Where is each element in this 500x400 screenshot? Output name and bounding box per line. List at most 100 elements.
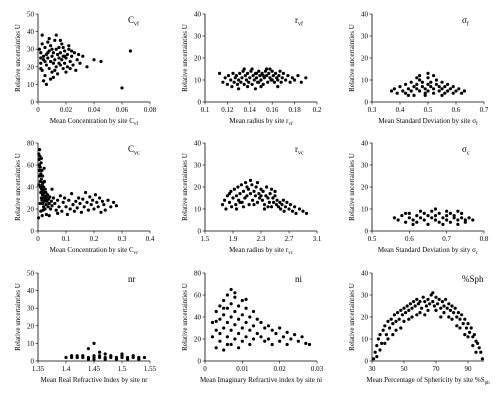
data-point [433, 207, 438, 211]
scatter-panel-7: 1.35 1.4 1.45 1.5 1.55 0 10 20 30 40 50 nr Mean Real… [14, 270, 157, 385]
data-point [296, 339, 300, 343]
data-point [474, 350, 478, 354]
data-point [281, 335, 285, 339]
data-point [63, 54, 67, 58]
y-axis-label: Relative uncertainties U [348, 283, 356, 351]
data-point [42, 166, 46, 170]
data-point [440, 80, 444, 84]
data-point [434, 295, 438, 299]
data-point [214, 319, 218, 323]
data-point [251, 198, 255, 202]
data-point [63, 196, 67, 200]
data-point [261, 189, 265, 193]
data-point [142, 355, 146, 360]
data-point [424, 304, 428, 308]
data-point [39, 161, 43, 165]
data-point [250, 183, 254, 187]
data-point [290, 209, 295, 213]
y-axis-label: Relative uncertainties U [348, 24, 356, 92]
y-tick-label: 40 [361, 270, 369, 278]
data-point [49, 77, 53, 81]
data-point [43, 59, 47, 64]
data-point [60, 42, 64, 46]
data-point [39, 172, 43, 176]
data-point [36, 216, 41, 220]
data-point [277, 74, 281, 78]
x-tick-label: 0 [36, 106, 40, 114]
y-tick-label: 40 [361, 11, 369, 19]
y-axis-label: Relative uncertainties U [14, 283, 22, 351]
data-point [469, 326, 473, 330]
data-point [282, 209, 286, 213]
data-point [40, 174, 45, 178]
y-axis-label: Relative uncertainties U [181, 153, 189, 221]
data-point [70, 192, 74, 196]
data-point [235, 82, 240, 86]
data-point [89, 203, 93, 207]
panel-title: rvf [295, 15, 303, 28]
data-point [460, 211, 464, 215]
data-point [407, 317, 411, 321]
data-point [267, 71, 271, 75]
data-point [41, 208, 45, 212]
panel-title-main: ni [295, 274, 303, 284]
data-point [463, 220, 467, 224]
data-point [433, 214, 438, 218]
data-point [245, 85, 250, 89]
data-point [39, 61, 43, 65]
data-point [412, 93, 416, 97]
x-tick-label: 0.04 [88, 106, 101, 114]
y-tick-label: 20 [194, 184, 202, 192]
data-point [263, 326, 267, 330]
data-point [229, 78, 233, 82]
data-point [252, 78, 256, 82]
x-axis-label-main: Mean Concentration by site C [50, 117, 134, 125]
data-point [49, 207, 53, 211]
data-point [294, 211, 298, 215]
data-point [226, 74, 231, 78]
data-point [445, 306, 449, 310]
data-point [423, 91, 427, 95]
x-tick-label: 2.3 [257, 235, 266, 243]
x-tick-label: 0.4 [146, 235, 155, 243]
data-point [423, 313, 427, 317]
data-point [239, 183, 243, 187]
data-point [68, 59, 72, 64]
data-point [58, 51, 63, 55]
x-axis-label-main: Mean Standard Deviation by site σ [378, 117, 476, 125]
data-point [252, 189, 256, 193]
data-point [109, 354, 113, 358]
data-point [224, 207, 228, 211]
data-point [269, 205, 274, 209]
y-tick-label: 0 [31, 99, 35, 107]
data-point [49, 199, 54, 203]
y-tick-label: 40 [27, 287, 35, 295]
data-point [439, 315, 443, 319]
data-point [396, 218, 400, 222]
data-point [396, 311, 400, 315]
y-tick-label: 80 [194, 270, 202, 278]
x-tick-label: 1.35 [32, 365, 45, 373]
data-point [120, 86, 124, 90]
data-point [418, 209, 423, 213]
data-point [85, 200, 89, 204]
data-point [270, 342, 274, 347]
data-point [234, 207, 239, 211]
data-point [217, 71, 222, 75]
data-point [278, 326, 282, 330]
data-point [65, 52, 69, 57]
y-tick-label: 20 [361, 314, 369, 322]
data-point [391, 322, 395, 326]
x-tick-label: 0.01 [236, 365, 249, 373]
data-point [442, 311, 446, 315]
panel-title-sub: vf [298, 21, 303, 28]
x-tick-label: 30 [369, 365, 377, 373]
x-tick-label: 0.03 [311, 365, 324, 373]
y-tick-label: 30 [27, 305, 35, 313]
data-point [54, 65, 58, 69]
data-point [54, 33, 58, 37]
x-tick-label: 2.7 [285, 235, 294, 243]
data-point [299, 80, 303, 84]
panel-title-main: C [128, 15, 134, 25]
